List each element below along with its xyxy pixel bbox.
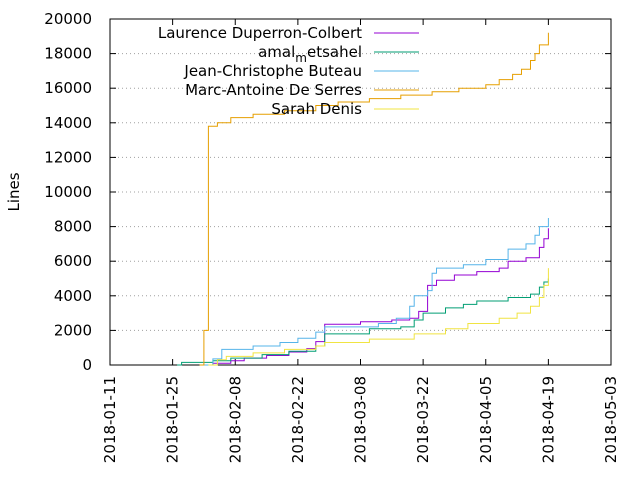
y-tick-label: 8000 — [54, 218, 92, 236]
legend: Laurence Duperron-ColbertamalmetsahelJea… — [158, 24, 419, 118]
series-line-4 — [208, 268, 549, 366]
legend-label: Jean-Christophe Buteau — [183, 62, 362, 80]
legend-item: Laurence Duperron-Colbert — [158, 24, 419, 42]
x-tick-label: 2018-04-19 — [539, 376, 557, 463]
legend-label: Sarah Denis — [271, 100, 362, 118]
x-tick-label: 2018-04-05 — [477, 376, 495, 463]
x-tick-label: 2018-05-03 — [602, 376, 620, 463]
series-line-2 — [203, 218, 549, 366]
x-tick-label: 2018-01-11 — [101, 376, 119, 463]
y-tick-label: 10000 — [44, 183, 92, 201]
y-tick-label: 12000 — [44, 148, 92, 166]
x-tick-label: 2018-02-22 — [289, 376, 307, 463]
y-tick-label: 0 — [82, 356, 92, 374]
legend-label: Marc-Antoine De Serres — [185, 81, 362, 99]
y-tick-label: 6000 — [54, 252, 92, 270]
series-line-3 — [199, 32, 549, 366]
legend-item: amalmetsahel — [258, 43, 419, 65]
y-axis-title: Lines — [5, 172, 23, 211]
y-tick-label: 16000 — [44, 79, 92, 97]
y-tick-label: 4000 — [54, 287, 92, 305]
y-tick-label: 20000 — [44, 10, 92, 28]
legend-item: Sarah Denis — [271, 100, 419, 118]
axis-ticks: 0 2000 4000 6000 8000 10000 12000 14000 16000 180… — [44, 10, 620, 463]
y-tick-label: 2000 — [54, 321, 92, 339]
x-tick-label: 2018-01-25 — [164, 376, 182, 463]
legend-item: Jean-Christophe Buteau — [183, 62, 419, 80]
x-tick-label: 2018-03-22 — [414, 376, 432, 463]
x-tick-label: 2018-02-08 — [226, 376, 244, 463]
x-tick-label: 2018-03-08 — [352, 376, 370, 463]
series-line-0 — [199, 228, 549, 366]
legend-label: Laurence Duperron-Colbert — [158, 24, 362, 42]
y-tick-label: 14000 — [44, 114, 92, 132]
legend-label: amalmetsahel — [258, 43, 362, 65]
legend-item: Marc-Antoine De Serres — [185, 81, 419, 99]
y-tick-label: 18000 — [44, 45, 92, 63]
series-lines — [177, 32, 549, 366]
series-line-1 — [177, 278, 549, 366]
